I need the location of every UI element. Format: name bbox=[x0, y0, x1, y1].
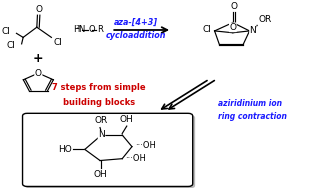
Text: +: + bbox=[33, 52, 44, 65]
Text: ···OH: ···OH bbox=[135, 141, 156, 150]
Text: OR: OR bbox=[258, 15, 271, 24]
Text: N: N bbox=[98, 130, 105, 139]
Text: OH: OH bbox=[94, 170, 108, 179]
Text: H: H bbox=[73, 26, 79, 35]
Text: aziridinium ion: aziridinium ion bbox=[218, 99, 282, 108]
Text: N: N bbox=[249, 26, 256, 35]
Text: OR: OR bbox=[94, 116, 107, 125]
Text: O: O bbox=[35, 69, 42, 78]
Text: building blocks: building blocks bbox=[63, 98, 135, 107]
Text: OH: OH bbox=[120, 115, 134, 124]
FancyBboxPatch shape bbox=[25, 115, 195, 188]
Text: ring contraction: ring contraction bbox=[218, 112, 286, 121]
Text: O: O bbox=[230, 2, 238, 12]
Text: O: O bbox=[35, 5, 42, 14]
FancyBboxPatch shape bbox=[22, 113, 193, 187]
Text: 7 steps from simple: 7 steps from simple bbox=[52, 83, 146, 92]
Text: O: O bbox=[89, 26, 95, 35]
Text: aza-[4+3]: aza-[4+3] bbox=[114, 18, 158, 27]
Text: ···OH: ···OH bbox=[125, 154, 146, 163]
Text: cycloaddition: cycloaddition bbox=[105, 31, 166, 40]
Text: HO: HO bbox=[58, 145, 72, 153]
Text: O: O bbox=[229, 23, 236, 32]
Text: N: N bbox=[78, 26, 85, 35]
Text: Cl: Cl bbox=[7, 41, 16, 50]
Text: R: R bbox=[97, 26, 103, 35]
Text: Cl: Cl bbox=[2, 27, 10, 36]
Text: Cl: Cl bbox=[202, 25, 211, 34]
Text: 2: 2 bbox=[76, 25, 80, 30]
Text: Cl: Cl bbox=[54, 38, 63, 47]
